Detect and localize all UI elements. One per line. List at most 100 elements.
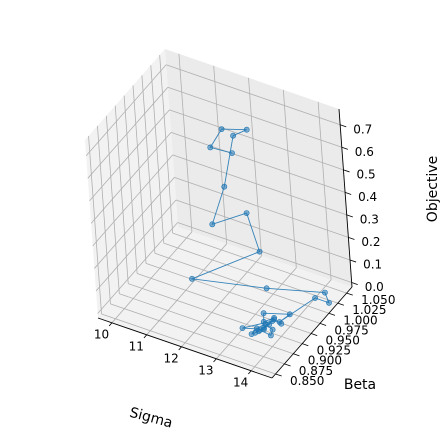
y-tick-mark [275,373,282,377]
y-tick-mark [346,292,353,296]
x-tick-mark [248,370,252,375]
x-gridline-floor [181,255,262,348]
y-gridline-left [88,135,102,314]
y-axis-label: Beta [344,377,376,393]
z-gridline-back [166,64,341,126]
data-point [286,311,293,318]
y-gridline-floor [101,313,276,375]
data-point [260,310,267,317]
x-axis-label: Sigma [128,405,175,432]
y-tick-mark [328,312,336,316]
x-tick-label: 11 [129,340,144,354]
z-gridline-back [174,177,349,238]
x-gridline-floor [111,231,193,324]
data-point [248,331,255,337]
data-point [263,285,270,292]
data-point [189,275,195,282]
x-tick-mark [213,358,217,363]
data-point [271,316,277,323]
x-tick-label: 13 [198,364,213,378]
z-gridline-left [95,199,177,292]
z-tick-label: 0.5 [357,167,376,181]
z-gridline-back [169,109,344,171]
data-point [218,126,225,133]
x-gridline-back [317,101,332,280]
axis-lines [97,108,353,379]
y-gridline-left [97,125,111,304]
z-tick-mark [346,214,353,218]
z-axis-line [338,108,353,288]
data-point [243,126,250,133]
x-gridline-floor [146,243,228,336]
x-axis-line [97,317,273,379]
z-tick-mark [349,259,357,263]
y-tick-mark [310,333,318,336]
back-wall-pane [165,49,352,287]
y-tick-label: 0.950 [326,334,360,348]
x-gridline-back [178,53,193,232]
data-point [326,299,332,306]
data-point [321,289,328,296]
data-point [230,132,236,139]
z-tick-label: 0.4 [358,190,377,204]
y-gridline-left [141,75,156,254]
y-tick-label: 0.925 [317,344,351,358]
z-axis-label: Objective [425,156,441,222]
y-tick-mark [319,323,327,326]
y-tick-label: 0.850 [290,374,324,388]
data-point [239,325,246,331]
z-gridline-left [97,222,178,314]
data-point [221,183,228,190]
y-gridline-floor [128,283,303,345]
z-tick-label: 0.2 [361,235,380,249]
y-tick-label: 0.875 [299,364,333,378]
z-gridline-back [177,222,352,283]
y-tick-mark [302,343,309,347]
z-tick-label: 0.1 [363,258,382,272]
z-gridline-left [87,87,169,179]
axis-panes [85,49,352,378]
z-gridline-left [85,64,167,157]
y-tick-label: 0.900 [308,354,342,368]
data-point [229,150,235,156]
x-tick-mark [108,322,113,327]
z-gridline-left [94,177,175,269]
y-tick-label: 1.000 [343,313,377,327]
z-gridline-back [172,154,347,216]
x-tick-mark [178,346,182,351]
x-gridline-floor [250,279,332,372]
y-gridline-left [150,65,165,244]
y-gridline-left [114,105,129,284]
data-series [189,126,332,339]
z-tick-label: 0.0 [365,280,384,294]
data-point [207,144,214,151]
y-tick-mark [337,302,344,306]
grid-lines [85,53,352,375]
z-tick-label: 0.6 [355,145,374,159]
z-tick-mark [344,191,352,195]
data-point [269,326,276,333]
z-tick-mark [348,237,355,240]
data-point [262,320,269,327]
y-gridline-left [159,55,174,234]
y-gridline-floor [119,293,294,355]
x-tick-label: 14 [233,376,248,390]
x-gridline-back [282,89,297,268]
floor-pane [98,227,352,378]
x-gridline-back [213,65,228,244]
z-tick-mark [341,146,349,150]
x-tick-label: 10 [94,328,109,342]
y-tick-label: 1.050 [361,293,395,307]
y-tick-label: 1.025 [352,303,386,317]
data-point [278,320,285,327]
tick-labels: 10 11 12 13 14 0.8500.8750.9000.9250.9500.975… [94,122,396,389]
z-tick-label: 0.7 [353,122,372,136]
y-tick-mark [293,353,300,357]
z-tick-mark [343,169,350,173]
z-gridline-back [170,131,346,193]
z-gridline-left [92,154,174,247]
y-axis-line [271,286,353,379]
series-line [190,128,330,337]
x-tick-mark [143,334,148,339]
